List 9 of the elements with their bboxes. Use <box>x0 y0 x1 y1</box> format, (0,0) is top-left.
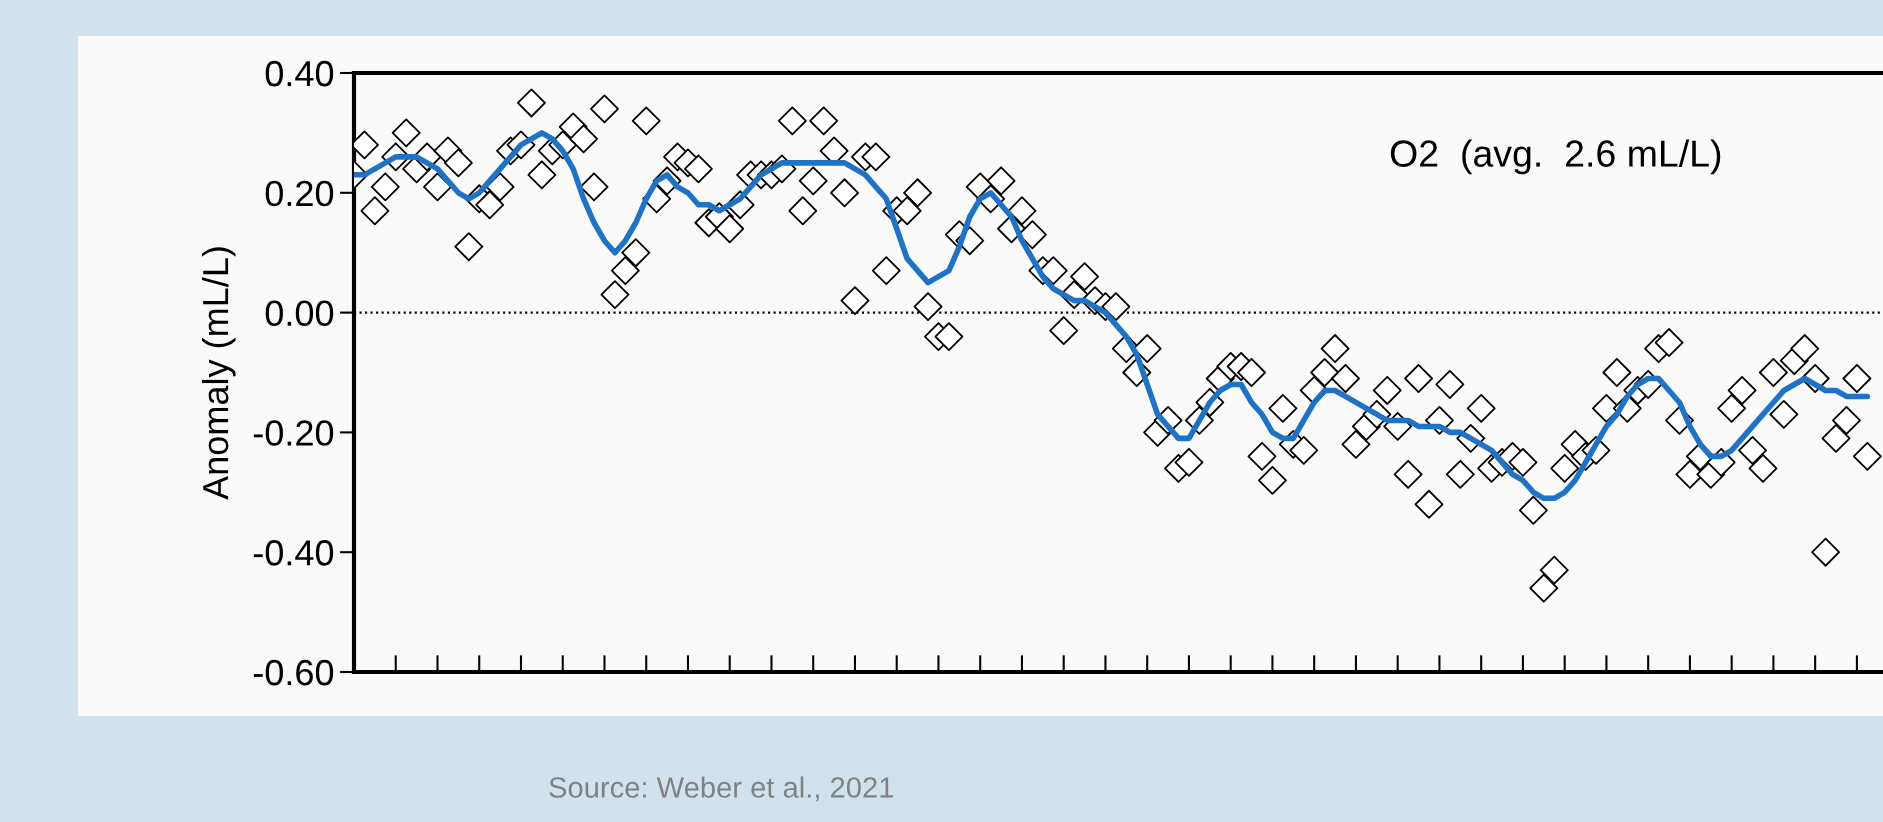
y-tick-label: 0.20 <box>265 180 334 207</box>
y-tick-label: -0.60 <box>253 659 334 686</box>
source-note: Source: Weber et al., 2021 <box>549 776 894 802</box>
y-tick-label: -0.40 <box>253 540 334 566</box>
annotation: O2 (avg. 2.6 mL/L) <box>1390 139 1721 175</box>
y-tick-label: 0.00 <box>265 300 334 327</box>
y-tick-label: -0.20 <box>253 420 334 446</box>
y-axis-title: Anomaly (mL/L) <box>201 247 236 500</box>
y-tick-label: 0.40 <box>265 60 334 87</box>
